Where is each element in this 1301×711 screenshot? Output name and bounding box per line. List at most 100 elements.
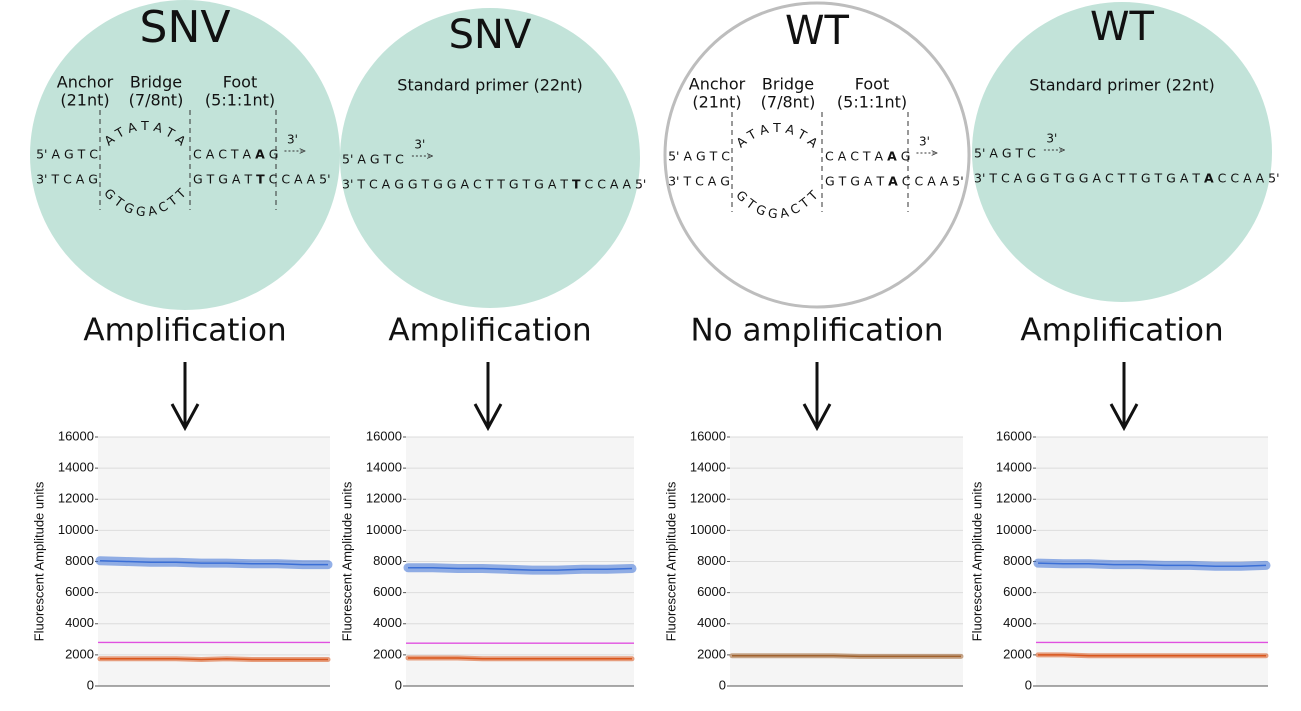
region-name: Bridge <box>130 73 182 92</box>
y-tick-label: 0 <box>395 677 402 692</box>
y-tick-label: 6000 <box>697 584 726 599</box>
primer-end-label: 3' <box>414 138 425 152</box>
panel-circle <box>30 0 340 310</box>
panel-heading: SNV <box>449 12 532 58</box>
y-axis-label: Fluorescent Amplitude units <box>663 481 678 641</box>
y-tick-label: 0 <box>719 677 726 692</box>
y-tick-label: 10000 <box>366 522 402 537</box>
y-tick-label: 0 <box>87 677 94 692</box>
y-tick-label: 6000 <box>373 584 402 599</box>
arrow-head <box>170 403 200 432</box>
sequence: 3' T C A G <box>668 174 730 189</box>
panel-circle <box>340 8 640 308</box>
y-tick-label: 10000 <box>996 522 1032 537</box>
sequence: C A C T A <box>193 147 252 162</box>
sequence: 3' T C A G G T G G A C T T G T G A T <box>974 171 1200 186</box>
y-tick-label: 4000 <box>697 615 726 630</box>
y-tick-label: 8000 <box>697 553 726 568</box>
y-tick-label: 4000 <box>373 615 402 630</box>
y-tick-label: 12000 <box>366 491 402 506</box>
mismatch-base: A <box>888 174 898 189</box>
y-tick-label: 8000 <box>1003 553 1032 568</box>
y-tick-label: 2000 <box>1003 646 1032 661</box>
panel-heading: WT <box>785 8 850 54</box>
sequence: G <box>901 149 911 164</box>
panel-heading: WT <box>1090 4 1155 50</box>
sequence: 3' T C A G G T G G A C T T G T G A T <box>342 177 568 192</box>
sequence: 5' A G T C <box>342 152 404 167</box>
y-tick-label: 14000 <box>58 460 94 475</box>
y-tick-label: 2000 <box>65 646 94 661</box>
result-label: No amplification <box>690 313 943 349</box>
droplet-cluster-core <box>408 566 633 571</box>
sequence: 5' A G T C <box>36 147 98 162</box>
y-tick-label: 16000 <box>690 428 726 443</box>
y-tick-label: 4000 <box>65 615 94 630</box>
droplet-cluster-core <box>100 658 328 661</box>
region-length: (21nt) <box>60 91 109 110</box>
primer-label: Standard primer (22nt) <box>1029 76 1214 95</box>
sequence: C A A 5' <box>915 174 964 189</box>
arrow-head <box>473 403 503 432</box>
droplet-cluster-core <box>99 559 328 566</box>
result-label: Amplification <box>1020 313 1223 349</box>
y-tick-label: 12000 <box>58 491 94 506</box>
y-tick-label: 16000 <box>366 428 402 443</box>
y-tick-label: 10000 <box>58 522 94 537</box>
region-name: Foot <box>855 75 889 94</box>
region-name: Anchor <box>57 73 114 92</box>
result-label: Amplification <box>83 313 286 349</box>
panel-circle <box>663 1 971 309</box>
arrow-head <box>802 403 832 432</box>
sequence: 5' A G T C <box>668 149 730 164</box>
y-axis-label: Fluorescent Amplitude units <box>339 481 354 641</box>
primer-end-label: 3' <box>919 135 930 149</box>
mismatch-base: A <box>1204 171 1214 186</box>
sequence: 5' A G T C <box>974 146 1036 161</box>
region-length: (7/8nt) <box>761 93 816 112</box>
y-tick-label: 0 <box>1025 677 1032 692</box>
y-tick-label: 16000 <box>58 428 94 443</box>
y-tick-label: 16000 <box>996 428 1032 443</box>
y-tick-label: 8000 <box>65 553 94 568</box>
droplet-cluster-core <box>408 657 632 660</box>
y-tick-label: 12000 <box>690 491 726 506</box>
panel-heading: SNV <box>140 2 231 53</box>
y-tick-label: 6000 <box>1003 584 1032 599</box>
y-tick-label: 6000 <box>65 584 94 599</box>
y-tick-label: 2000 <box>697 646 726 661</box>
region-name: Anchor <box>689 75 746 94</box>
mismatch-base: T <box>572 177 581 192</box>
y-tick-label: 4000 <box>1003 615 1032 630</box>
mismatch-base: A <box>255 147 265 162</box>
region-length: (5:1:1nt) <box>837 93 907 112</box>
sequence: C C A A 5' <box>585 177 647 192</box>
panel-circle <box>972 2 1272 302</box>
droplet-cluster-core <box>1038 654 1266 657</box>
mismatch-base: A <box>887 149 897 164</box>
sequence: C C A A 5' <box>1218 171 1280 186</box>
y-tick-label: 8000 <box>373 553 402 568</box>
droplet-cluster-core <box>1037 562 1267 567</box>
y-tick-label: 2000 <box>373 646 402 661</box>
region-length: (7/8nt) <box>129 91 184 110</box>
sequence: G T G A T <box>825 174 884 189</box>
result-label: Amplification <box>388 313 591 349</box>
y-axis-label: Fluorescent Amplitude units <box>969 481 984 641</box>
y-tick-label: 14000 <box>690 460 726 475</box>
y-tick-label: 10000 <box>690 522 726 537</box>
mismatch-base: T <box>256 172 265 187</box>
droplet-cluster-core <box>732 654 961 658</box>
y-axis-label: Fluorescent Amplitude units <box>31 481 46 641</box>
region-length: (21nt) <box>692 93 741 112</box>
y-tick-label: 12000 <box>996 491 1032 506</box>
region-length: (5:1:1nt) <box>205 91 275 110</box>
sequence: G <box>269 147 279 162</box>
primer-end-label: 3' <box>287 133 298 147</box>
region-name: Foot <box>223 73 257 92</box>
sequence: C <box>269 172 278 187</box>
sequence: C A A 5' <box>281 172 330 187</box>
primer-end-label: 3' <box>1046 132 1057 146</box>
